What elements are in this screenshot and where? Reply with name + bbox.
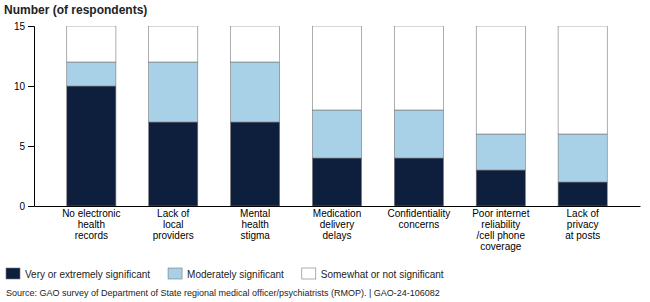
bar-segment xyxy=(394,110,443,158)
x-axis-line xyxy=(35,206,641,207)
x-tick-label-line: providers xyxy=(153,230,194,241)
bar-segment xyxy=(476,134,525,170)
x-tick-label-line: Mental xyxy=(240,208,270,219)
bar-segment xyxy=(558,134,607,182)
x-axis: No electronichealthrecordsLack oflocalpr… xyxy=(35,207,641,253)
bar-segment xyxy=(558,182,607,206)
x-tick-label-line: Confidentiality xyxy=(387,208,450,219)
legend: Very or extremely significant Moderately … xyxy=(6,268,444,280)
bar-segment xyxy=(149,122,198,206)
y-tick-label: 15 xyxy=(14,21,26,32)
x-tick-label: No electronichealthrecords xyxy=(62,208,120,241)
y-tick: 15 xyxy=(14,21,34,32)
x-tick-label-line: Medication xyxy=(313,208,361,219)
x-tick-label-line: privacy xyxy=(567,219,599,230)
bar-segment xyxy=(231,26,280,62)
x-tick-label-line: /cell phone xyxy=(477,230,526,241)
chart-container: Number (of respondents) 0 5 10 15 No electron… xyxy=(0,0,650,302)
bar-segment xyxy=(231,62,280,122)
legend-label: Moderately significant xyxy=(187,269,284,280)
legend-swatch xyxy=(168,268,182,279)
x-tick-label: Lack oflocalproviders xyxy=(153,208,194,241)
x-tick-label-line: Lack of xyxy=(567,208,599,219)
bar-segment xyxy=(312,110,361,158)
legend-item: Moderately significant xyxy=(168,268,284,280)
y-tick: 5 xyxy=(19,141,34,152)
x-tick: Mentalhealthstigma xyxy=(240,208,270,241)
legend-swatch xyxy=(6,268,20,279)
x-tick-label-line: health xyxy=(78,219,105,230)
y-tick: 10 xyxy=(14,81,34,92)
x-tick-label-line: No electronic xyxy=(62,208,120,219)
legend-label: Very or extremely significant xyxy=(25,269,150,280)
x-tick-label-line: stigma xyxy=(240,230,270,241)
legend-item: Somewhat or not significant xyxy=(302,268,444,280)
legend-label: Somewhat or not significant xyxy=(321,269,444,280)
x-tick-label: Lack ofprivacyat posts xyxy=(565,208,600,241)
annotation: Source: GAO survey of Department of Stat… xyxy=(6,288,440,298)
chart-svg: Number (of respondents) 0 5 10 15 No electron… xyxy=(0,0,650,302)
x-tick-label: Confidentialityconcerns xyxy=(387,208,450,230)
bar-series xyxy=(67,26,607,134)
x-tick-label-line: reliability xyxy=(481,219,520,230)
x-tick-label-line: concerns xyxy=(399,219,440,230)
y-tick-mark xyxy=(28,206,34,207)
x-tick-label-line: delays xyxy=(323,230,352,241)
legend-swatch xyxy=(302,268,316,279)
x-tick-label-line: local xyxy=(163,219,184,230)
x-tick-label-line: delivery xyxy=(320,219,354,230)
x-tick: Confidentialityconcerns xyxy=(387,208,450,230)
y-tick-mark xyxy=(28,86,34,87)
y-tick: 0 xyxy=(19,201,34,212)
x-tick: Lack ofprivacyat posts xyxy=(565,208,600,241)
bar-segment xyxy=(67,62,116,86)
x-tick-label-line: health xyxy=(241,219,268,230)
bar-segment xyxy=(149,62,198,122)
bar-segment xyxy=(394,158,443,206)
bar-segment xyxy=(476,170,525,206)
y-tick-mark xyxy=(28,146,34,147)
x-tick-label-line: at posts xyxy=(565,230,600,241)
bar-segment xyxy=(476,26,525,134)
bar-segment xyxy=(312,26,361,110)
y-axis: 0 5 10 15 xyxy=(14,21,35,212)
y-tick-label: 10 xyxy=(14,81,26,92)
y-axis-line xyxy=(28,27,35,207)
y-axis-label: Number (of respondents) xyxy=(4,3,147,17)
x-tick-label-line: records xyxy=(75,230,108,241)
x-tick-label: Medicationdeliverydelays xyxy=(313,208,361,241)
bar-segment xyxy=(67,26,116,62)
bar-segment xyxy=(394,26,443,110)
x-tick-label-line: Lack of xyxy=(157,208,189,219)
legend-item: Very or extremely significant xyxy=(6,268,150,280)
bar-segment xyxy=(312,158,361,206)
x-tick-label-line: coverage xyxy=(480,241,522,252)
x-tick: Medicationdeliverydelays xyxy=(313,208,361,241)
x-tick-label-line: Poor internet xyxy=(472,208,529,219)
bar-segment xyxy=(231,122,280,206)
y-tick-label: 0 xyxy=(19,201,25,212)
bar-segment xyxy=(149,26,198,62)
x-tick-label: Mentalhealthstigma xyxy=(240,208,270,241)
y-tick-mark xyxy=(28,26,34,27)
x-tick: No electronichealthrecords xyxy=(62,208,120,241)
x-tick: Lack oflocalproviders xyxy=(153,208,194,241)
y-tick-label: 5 xyxy=(19,141,25,152)
bar-segment xyxy=(558,26,607,134)
bars xyxy=(67,26,607,206)
x-tick-label: Poor internetreliability/cell phonecover… xyxy=(472,208,529,252)
x-tick: Poor internetreliability/cell phonecover… xyxy=(472,208,529,252)
bar-segment xyxy=(67,86,116,206)
